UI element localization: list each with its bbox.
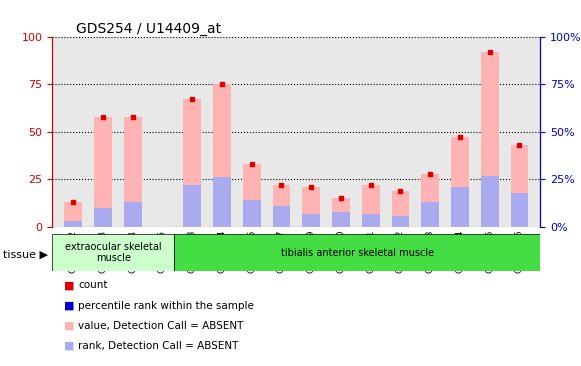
Bar	[362, 185, 379, 227]
Bar	[213, 178, 231, 227]
Bar	[183, 185, 201, 227]
Text: count: count	[78, 280, 108, 291]
Text: ■: ■	[64, 280, 74, 291]
Bar	[481, 52, 498, 227]
Bar	[451, 138, 469, 227]
Bar	[362, 214, 379, 227]
Bar	[94, 116, 112, 227]
Text: extraocular skeletal
muscle: extraocular skeletal muscle	[65, 242, 162, 264]
Bar	[511, 193, 529, 227]
Text: rank, Detection Call = ABSENT: rank, Detection Call = ABSENT	[78, 341, 239, 351]
Bar	[511, 145, 529, 227]
Bar	[302, 187, 320, 227]
Text: percentile rank within the sample: percentile rank within the sample	[78, 300, 254, 311]
Bar	[272, 206, 290, 227]
Bar	[481, 176, 498, 227]
Bar	[392, 191, 410, 227]
Text: ■: ■	[64, 300, 74, 311]
FancyBboxPatch shape	[52, 234, 174, 271]
Bar	[183, 100, 201, 227]
Bar	[272, 185, 290, 227]
Bar	[392, 216, 410, 227]
Bar	[302, 214, 320, 227]
Bar	[64, 202, 82, 227]
Text: ■: ■	[64, 321, 74, 331]
Bar	[332, 212, 350, 227]
Bar	[332, 198, 350, 227]
FancyBboxPatch shape	[174, 234, 540, 271]
Text: tissue ▶: tissue ▶	[3, 249, 48, 259]
Text: value, Detection Call = ABSENT: value, Detection Call = ABSENT	[78, 321, 244, 331]
Text: ■: ■	[64, 341, 74, 351]
Bar	[243, 200, 261, 227]
Bar	[421, 173, 439, 227]
Bar	[451, 187, 469, 227]
Bar	[243, 164, 261, 227]
Bar	[94, 208, 112, 227]
Bar	[64, 221, 82, 227]
Bar	[124, 202, 142, 227]
Text: tibialis anterior skeletal muscle: tibialis anterior skeletal muscle	[281, 247, 434, 258]
Text: GDS254 / U14409_at: GDS254 / U14409_at	[76, 22, 221, 36]
Bar	[213, 84, 231, 227]
Bar	[421, 202, 439, 227]
Bar	[124, 116, 142, 227]
